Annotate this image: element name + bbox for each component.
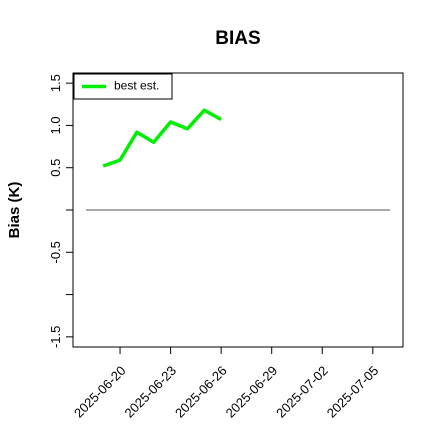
y-tick-label: 1.5 <box>48 74 63 92</box>
legend-label: best est. <box>114 79 159 93</box>
x-tick-label: 2025-06-20 <box>71 363 129 421</box>
y-tick-label: 1.0 <box>48 116 63 134</box>
data-line <box>102 108 222 168</box>
x-tick-label: 2025-07-05 <box>324 363 382 421</box>
chart-title: BIAS <box>215 28 260 49</box>
y-axis-label: Bias (K) <box>6 182 23 239</box>
y-tick-label: 0.5 <box>48 159 63 177</box>
x-tick-label: 2025-06-23 <box>122 363 180 421</box>
x-tick-label: 2025-06-26 <box>172 363 230 421</box>
x-tick-label: 2025-07-02 <box>273 363 331 421</box>
y-tick-label: -0.5 <box>48 241 63 263</box>
x-tick-label: 2025-06-29 <box>223 363 281 421</box>
y-tick-label: -1.5 <box>48 326 63 348</box>
